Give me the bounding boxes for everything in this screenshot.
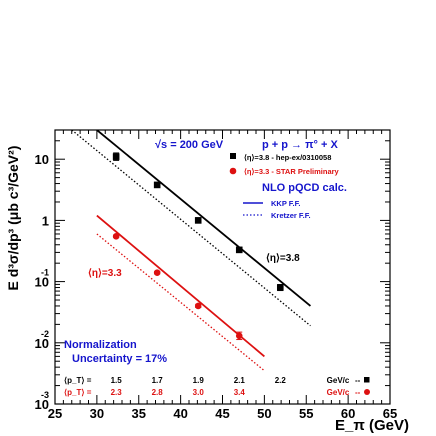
pt-unit: GeV/c: [327, 376, 350, 385]
pt-value: 2.8: [152, 388, 164, 397]
y-axis-label: E d³σ/dp³ (μb c³/GeV²): [5, 146, 21, 291]
pt-value: 2.3: [111, 388, 123, 397]
data-point: [194, 217, 202, 224]
circle-marker: [194, 302, 202, 310]
x-tick-label: 55: [299, 406, 313, 421]
data-points: [112, 152, 284, 341]
y-tick-base: 1: [42, 213, 49, 228]
energy-label: √s = 200 GeV: [155, 139, 224, 151]
circle-marker: [112, 232, 120, 240]
y-tick-label: 10-2: [35, 329, 49, 351]
circle-marker: [235, 332, 243, 340]
pt-dash: --: [355, 376, 361, 385]
y-tick-label: 1: [42, 213, 49, 228]
data-point: [112, 152, 120, 161]
data-point: [194, 302, 202, 310]
pt-value: 2.1: [234, 376, 246, 385]
square-marker: [153, 181, 161, 189]
pt-dash: --: [355, 388, 361, 397]
y-tick-exponent: -2: [41, 329, 49, 339]
kretzer-curve: [96, 233, 265, 372]
y-tick-label: 10: [35, 152, 49, 167]
y-tick-exponent: -3: [41, 390, 49, 400]
pt-square-marker: [364, 377, 370, 383]
eta-33-label: ⟨η⟩=3.3: [88, 268, 122, 279]
uncertainty-label: Uncertainty = 17%: [72, 353, 167, 365]
kretzer-curve: [71, 130, 311, 327]
kkp-curve: [96, 130, 312, 307]
x-tick-label: 25: [48, 406, 62, 421]
data-point: [153, 181, 161, 189]
legend-kkp-label: KKP F.F.: [271, 199, 300, 208]
square-marker: [112, 153, 120, 160]
x-tick-label: 60: [341, 406, 355, 421]
pt-value: 1.9: [193, 376, 205, 385]
y-tick-label: 10-3: [35, 390, 49, 412]
pt-value: 3.4: [234, 388, 246, 397]
legend-nlo-title: NLO pQCD calc.: [262, 182, 347, 194]
y-tick-base: 10: [35, 397, 49, 412]
data-point: [112, 232, 120, 240]
x-tick-label: 45: [215, 406, 229, 421]
x-tick-label: 35: [132, 406, 146, 421]
legend-series-1: ⟨η⟩=3.8 - hep-ex/0310058: [244, 153, 331, 162]
y-tick-base: 10: [35, 152, 49, 167]
normalization-label: Normalization: [64, 339, 137, 351]
data-point: [235, 331, 243, 341]
data-point: [276, 284, 284, 292]
y-tick-exponent: -1: [41, 268, 49, 278]
legend-kretzer-label: Kretzer F.F.: [271, 211, 311, 220]
x-tick-label: 65: [383, 406, 397, 421]
circle-marker: [153, 269, 161, 276]
pt-value: 1.7: [152, 376, 164, 385]
reaction-label: p + p → π° + X: [262, 139, 338, 151]
y-tick-base: 10: [35, 275, 49, 290]
pt-unit: GeV/c: [327, 388, 350, 397]
y-tick-label: 10-1: [35, 268, 49, 290]
legend-square-marker: [230, 153, 236, 159]
square-marker: [194, 217, 202, 224]
data-point: [153, 269, 161, 276]
square-marker: [276, 284, 284, 291]
y-tick-base: 10: [35, 336, 49, 351]
square-marker: [235, 246, 243, 254]
pt-row-label: ⟨p_T⟩ =: [64, 376, 92, 385]
eta-38-label: ⟨η⟩=3.8: [266, 253, 300, 264]
pt-circle-marker: [364, 389, 370, 395]
pt-row-label: ⟨p_T⟩ =: [64, 388, 92, 397]
x-tick-label: 50: [257, 406, 271, 421]
kkp-curve: [96, 214, 265, 358]
data-point: [235, 246, 243, 254]
pt-value: 3.0: [193, 388, 205, 397]
pt-value: 1.5: [111, 376, 123, 385]
legend-series-2: ⟨η⟩=3.3 - STAR Preliminary: [244, 167, 340, 176]
pt-table: ⟨p_T⟩ = 1.5 1.7 1.9 2.1 2.2 GeV/c -- ⟨p_T⟩ = 2.3 2…: [64, 376, 370, 397]
legend: ⟨η⟩=3.8 - hep-ex/0310058 ⟨η⟩=3.3 - STAR …: [229, 153, 347, 220]
legend-circle-marker: [229, 167, 237, 175]
x-tick-label: 30: [90, 406, 104, 421]
theory-curves: [71, 130, 312, 372]
pt-value: 2.2: [275, 376, 287, 385]
x-tick-label: 40: [173, 406, 187, 421]
x-axis-label: E_π (GeV): [335, 417, 409, 434]
